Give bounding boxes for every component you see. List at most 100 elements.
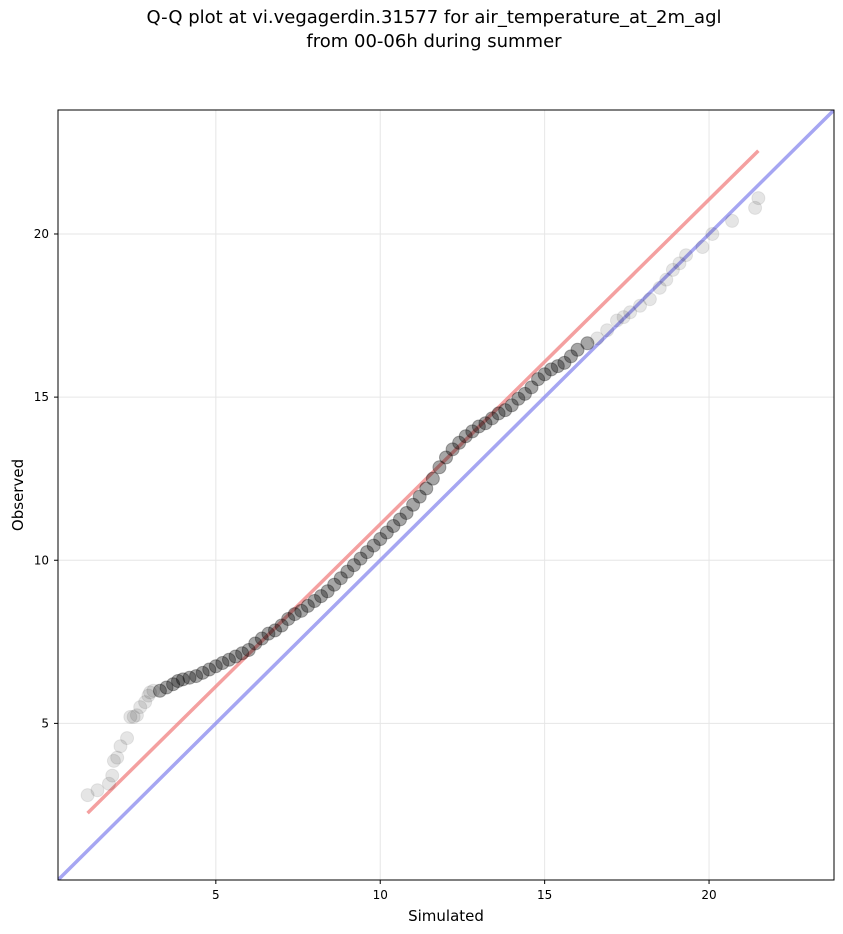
- data-point: [166, 677, 181, 692]
- data-point: [307, 594, 322, 609]
- data-point: [439, 450, 453, 465]
- data-point: [129, 708, 144, 723]
- data-point: [294, 603, 309, 618]
- data-point: [652, 280, 667, 295]
- data-point: [386, 518, 401, 533]
- data-point: [485, 411, 500, 426]
- data-point: [110, 750, 125, 765]
- data-point: [340, 564, 355, 579]
- data-point: [120, 731, 135, 746]
- data-point: [725, 213, 740, 228]
- data-point: [751, 191, 766, 206]
- plot-frame: [57, 109, 835, 881]
- data-point: [419, 481, 434, 496]
- x-tick-label: 10: [373, 888, 388, 902]
- data-point: [248, 636, 263, 651]
- data-point: [189, 669, 204, 684]
- data-point: [333, 571, 348, 586]
- data-point: [600, 323, 615, 338]
- data-point: [524, 380, 539, 395]
- data-point: [123, 709, 138, 724]
- data-point: [146, 683, 161, 698]
- data-point: [580, 336, 595, 351]
- data-point: [314, 589, 329, 604]
- data-point: [202, 662, 217, 677]
- data-point: [373, 532, 388, 547]
- data-point: [609, 313, 624, 328]
- data-point: [287, 607, 302, 622]
- data-point: [195, 665, 210, 680]
- data-point: [221, 652, 236, 667]
- data-point: [105, 768, 120, 783]
- data-point: [665, 262, 680, 277]
- data-point: [425, 471, 440, 486]
- data-point: [511, 391, 526, 406]
- axis-ticks: 5 10 15 20 5 10 15 20: [34, 227, 717, 902]
- data-point: [254, 631, 269, 646]
- y-tick-label: 5: [41, 716, 49, 730]
- data-point: [452, 435, 467, 450]
- data-point: [228, 649, 243, 664]
- data-point: [465, 424, 480, 439]
- data-point: [281, 611, 296, 626]
- data-point: [570, 342, 585, 357]
- data-point: [550, 359, 565, 374]
- data-point: [458, 429, 473, 444]
- data-point: [544, 362, 559, 377]
- data-point: [366, 538, 381, 553]
- data-point: [623, 305, 638, 320]
- data-point: [412, 489, 427, 504]
- data-point: [106, 753, 121, 768]
- data-point: [392, 512, 407, 527]
- data-point: [101, 776, 116, 791]
- data-point: [563, 349, 578, 364]
- data-point: [557, 355, 572, 370]
- y-tick-label: 15: [34, 390, 49, 404]
- data-point: [659, 272, 674, 287]
- data-point: [261, 626, 276, 641]
- data-point: [616, 310, 631, 325]
- data-point: [379, 525, 394, 540]
- chart-title-line-1: Q-Q plot at vi.vegagerdin.31577 for air_…: [146, 7, 722, 28]
- data-point: [80, 788, 95, 803]
- x-tick-label: 20: [701, 888, 716, 902]
- x-tick-label: 5: [212, 888, 220, 902]
- data-point: [399, 505, 414, 520]
- data-point: [182, 670, 197, 685]
- data-point: [113, 739, 128, 754]
- data-point: [327, 577, 342, 592]
- data-point: [360, 545, 375, 560]
- chart-title-line-2: from 00-06h during summer: [306, 31, 562, 52]
- data-point: [672, 256, 687, 271]
- x-axis-label: Simulated: [408, 907, 484, 925]
- reference-lines: [58, 110, 834, 880]
- data-point: [517, 386, 532, 401]
- data-point: [445, 442, 460, 457]
- data-points: [80, 191, 766, 803]
- data-point: [300, 598, 315, 613]
- fit-line: [86, 149, 760, 815]
- x-tick-label: 15: [537, 888, 552, 902]
- identity-line: [58, 110, 834, 880]
- data-point: [141, 688, 156, 703]
- data-point: [679, 248, 694, 263]
- data-point: [133, 700, 148, 715]
- data-point: [705, 226, 720, 241]
- data-point: [175, 672, 190, 687]
- data-point: [152, 683, 167, 698]
- data-point: [241, 642, 256, 657]
- data-point: [695, 240, 710, 255]
- data-point: [274, 618, 289, 633]
- data-point: [406, 497, 421, 512]
- y-tick-label: 10: [34, 553, 49, 567]
- y-tick-label: 20: [34, 227, 49, 241]
- data-point: [346, 558, 361, 573]
- data-point: [478, 416, 493, 431]
- data-point: [126, 709, 141, 724]
- data-point: [432, 460, 447, 475]
- data-point: [268, 623, 283, 638]
- data-point: [90, 783, 105, 798]
- data-point: [143, 685, 158, 700]
- data-point: [642, 292, 657, 307]
